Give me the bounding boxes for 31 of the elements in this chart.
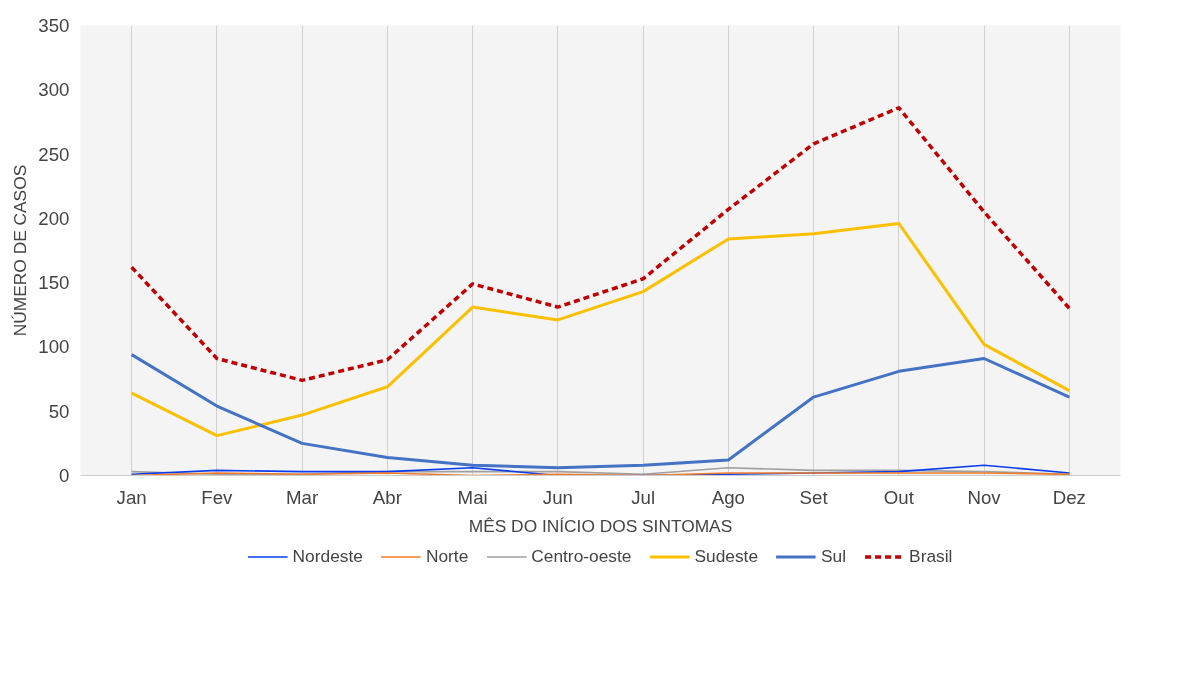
y-axis-title: NÚMERO DE CASOS	[10, 164, 31, 337]
x-tick-label: Abr	[372, 486, 402, 508]
legend-label: Brasil	[909, 545, 953, 567]
x-tick-label: Jun	[542, 486, 573, 508]
x-axis-title: MÊS DO INÍCIO DOS SINTOMAS	[468, 515, 733, 536]
y-tick-label: 300	[38, 79, 70, 101]
x-tick-label: Out	[883, 486, 915, 508]
x-tick-label: Fev	[201, 486, 234, 508]
y-tick-label: 200	[38, 207, 70, 229]
x-tick-label: Jan	[116, 486, 147, 508]
x-tick-label: Jul	[631, 486, 656, 508]
y-tick-label: 100	[38, 336, 70, 358]
x-tick-label: Mai	[457, 486, 488, 508]
x-tick-label: Ago	[711, 486, 745, 508]
legend-label: Nordeste	[292, 545, 363, 567]
y-tick-label: 150	[38, 272, 70, 294]
line-series	[130, 222, 1071, 438]
x-tick-label: Set	[799, 486, 829, 508]
y-tick-label: 50	[48, 400, 70, 422]
x-tick-label: Mar	[286, 486, 319, 508]
legend-label: Norte	[425, 545, 469, 567]
legend-label: Sudeste	[694, 545, 759, 567]
x-tick-label: Dez	[1052, 486, 1086, 508]
legend-label: Centro-oeste	[531, 545, 632, 567]
y-tick-label: 0	[59, 465, 70, 486]
y-tick-label: 350	[38, 15, 70, 36]
y-tick-label: 250	[38, 143, 70, 165]
line-series	[130, 353, 1071, 470]
x-tick-label: Nov	[967, 486, 1002, 508]
line-series	[129, 106, 1072, 383]
legend-label: Sul	[821, 545, 847, 567]
